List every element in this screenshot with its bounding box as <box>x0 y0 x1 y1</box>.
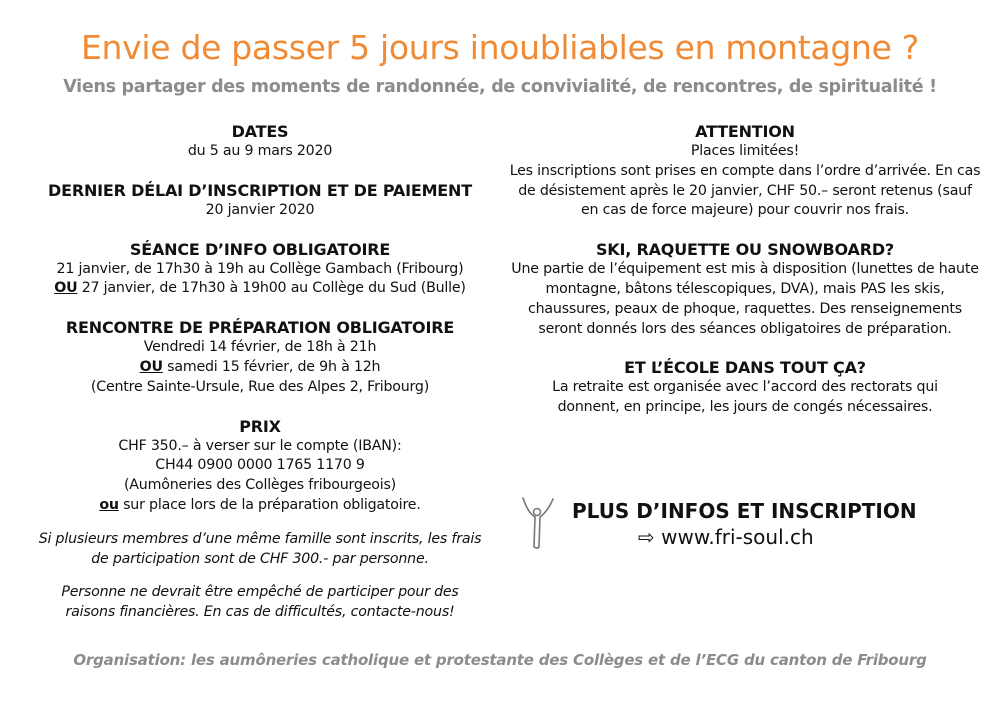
attention-text: Les inscriptions sont prises en compte d… <box>509 162 981 219</box>
left-column: DATES du 5 au 9 mars 2020 DERNIER DÉLAI … <box>20 121 500 623</box>
footer-organisation: Organisation: les aumôneries catholique … <box>73 651 927 669</box>
or-label: ou <box>99 496 119 513</box>
price-line4: ou sur place lors de la préparation obli… <box>20 496 500 516</box>
info-session-line2-text: 27 janvier, de 17h30 à 19h00 au Collège … <box>77 280 466 297</box>
prep-line1: Vendredi 14 février, de 18h à 21h <box>143 339 377 356</box>
price-line4-text: sur place lors de la préparation obligat… <box>118 496 421 513</box>
iban: CH44 0900 0000 1765 1170 9 <box>155 457 365 474</box>
deadline-heading: DERNIER DÉLAI D’INSCRIPTION ET DE PAIEME… <box>48 180 472 200</box>
dates-text: du 5 au 9 mars 2020 <box>187 143 333 159</box>
price-section: PRIX CHF 350.– à verser sur le compte (I… <box>20 416 500 516</box>
deadline-text: 20 janvier 2020 <box>205 201 315 218</box>
school-section: ET L’ÉCOLE DANS TOUT ÇA? La retraite est… <box>505 357 985 418</box>
page-subtitle: Viens partager des moments de randonnée,… <box>63 77 937 97</box>
ski-heading: SKI, RAQUETTE OU SNOWBOARD? <box>595 240 894 260</box>
prep-heading: RENCONTRE DE PRÉPARATION OBLIGATOIRE <box>65 318 455 338</box>
deadline-section: DERNIER DÉLAI D’INSCRIPTION ET DE PAIEME… <box>20 180 500 221</box>
family-note: Si plusieurs membres d’une même famille … <box>38 530 482 567</box>
more-info-heading: PLUS D’INFOS ET INSCRIPTION <box>572 499 917 523</box>
finance-note: Personne ne devrait être empêché de part… <box>61 584 459 621</box>
dates-section: DATES du 5 au 9 mars 2020 <box>20 121 500 162</box>
website-link[interactable]: ⇨ www.fri-soul.ch <box>638 525 814 549</box>
right-column: ATTENTION Places limitées! Les inscripti… <box>505 121 985 436</box>
prep-line2: OU samedi 15 février, de 9h à 12h <box>20 358 500 378</box>
info-session-heading: SÉANCE D’INFO OBLIGATOIRE <box>129 239 391 259</box>
page-title: Envie de passer 5 jours inoubliables en … <box>80 28 919 67</box>
prep-line2-text: samedi 15 février, de 9h à 12h <box>162 358 381 375</box>
ski-section: SKI, RAQUETTE OU SNOWBOARD? Une partie d… <box>505 239 985 339</box>
or-label: OU <box>54 280 78 297</box>
school-text: La retraite est organisée avec l’accord … <box>552 379 938 416</box>
dates-heading: DATES <box>231 122 289 141</box>
info-session-section: SÉANCE D’INFO OBLIGATOIRE 21 janvier, de… <box>20 239 500 300</box>
prep-section: RENCONTRE DE PRÉPARATION OBLIGATOIRE Ven… <box>20 317 500 397</box>
price-heading: PRIX <box>239 416 281 436</box>
attention-heading: ATTENTION <box>695 122 795 141</box>
price-line3: (Aumôneries des Collèges fribourgeois) <box>123 477 397 494</box>
or-label: OU <box>139 358 163 375</box>
ski-text: Une partie de l’équipement est mis à dis… <box>511 261 979 337</box>
info-session-line1: 21 janvier, de 17h30 à 19h au Collège Ga… <box>56 260 464 277</box>
attention-section: ATTENTION Places limitées! Les inscripti… <box>505 121 985 221</box>
attention-line1: Places limitées! <box>690 143 800 159</box>
price-line1: CHF 350.– à verser sur le compte (IBAN): <box>118 437 402 454</box>
prep-line3: (Centre Sainte-Ursule, Rue des Alpes 2, … <box>90 378 430 395</box>
person-arms-raised-logo-icon <box>522 497 554 549</box>
website-url[interactable]: www.fri-soul.ch <box>661 525 814 549</box>
school-heading: ET L’ÉCOLE DANS TOUT ÇA? <box>624 358 866 378</box>
info-session-line2: OU 27 janvier, de 17h30 à 19h00 au Collè… <box>20 279 500 299</box>
arrow-right-icon: ⇨ <box>638 525 655 549</box>
